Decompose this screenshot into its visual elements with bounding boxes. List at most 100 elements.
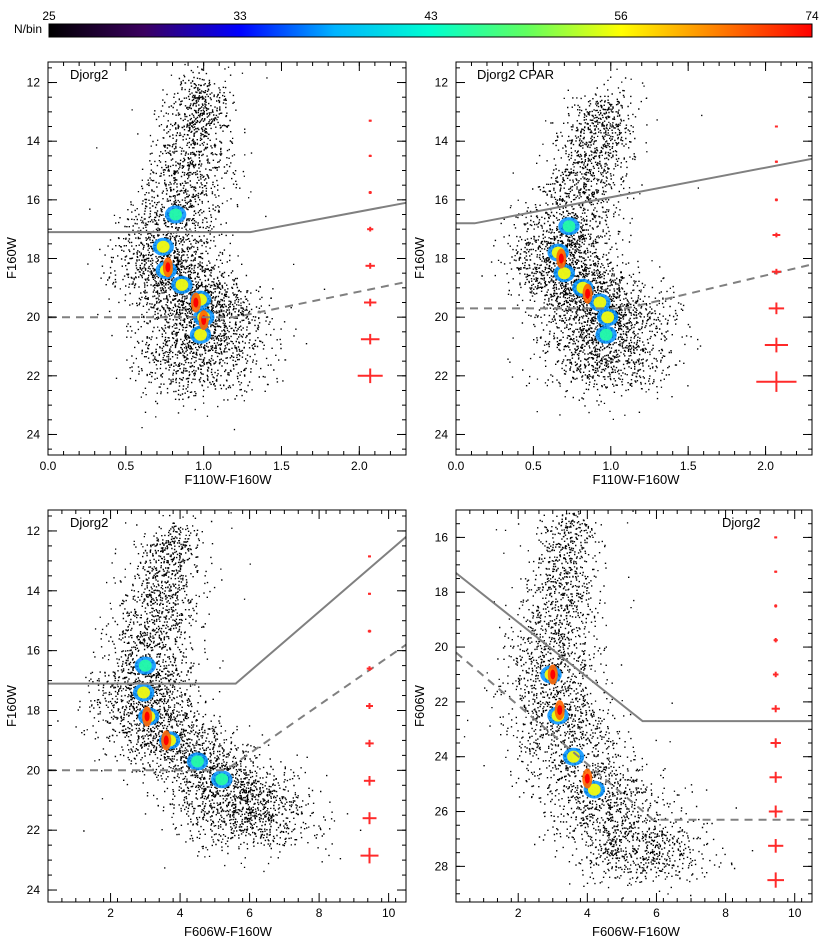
y-tick-label: 20 bbox=[435, 310, 449, 324]
y-tick-label: 20 bbox=[27, 310, 41, 324]
scatter-dots bbox=[481, 68, 703, 420]
x-tick-label: 2.0 bbox=[351, 459, 368, 473]
x-tick-label: 10 bbox=[788, 906, 802, 920]
density-cell bbox=[194, 328, 207, 341]
density-cell bbox=[587, 783, 601, 796]
density-core bbox=[547, 217, 619, 344]
y-tick-label: 12 bbox=[27, 76, 41, 90]
plot-frame bbox=[455, 61, 813, 456]
x-tick-label: 1.0 bbox=[195, 459, 212, 473]
x-axis-label: F606W-F160W bbox=[592, 924, 681, 939]
cmd-panel-bottom-right: 2 4 6 8 1016182022242628Djorg2F606W-F160WF60… bbox=[412, 509, 813, 939]
density-peak-center bbox=[165, 262, 171, 273]
y-tick-label: 22 bbox=[435, 695, 449, 709]
bright-limit-line bbox=[455, 572, 812, 723]
x-tick-label: 8 bbox=[722, 906, 729, 920]
colorbar-label: N/bin bbox=[14, 22, 42, 36]
density-cell bbox=[137, 686, 151, 699]
density-cell bbox=[215, 773, 229, 786]
density-peak-center bbox=[584, 773, 590, 784]
x-tick-label: 6 bbox=[653, 906, 660, 920]
y-tick-label: 18 bbox=[435, 585, 449, 599]
x-axis-label: F606W-F160W bbox=[184, 924, 273, 939]
density-cell bbox=[557, 267, 571, 280]
x-tick-label: 10 bbox=[382, 906, 396, 920]
y-tick-label: 24 bbox=[435, 427, 449, 441]
density-cell bbox=[601, 311, 615, 324]
y-tick-label: 18 bbox=[435, 252, 449, 266]
y-axis-label: F160W bbox=[4, 236, 19, 279]
bright-limit-line bbox=[456, 157, 813, 225]
star-points bbox=[87, 63, 326, 431]
panel-title: Djorg2 CPAR bbox=[477, 67, 554, 82]
y-tick-label: 24 bbox=[27, 883, 41, 897]
y-tick-label: 12 bbox=[435, 76, 449, 90]
x-axis-label: F110W-F160W bbox=[185, 472, 273, 487]
x-tick-label: 0.5 bbox=[525, 459, 542, 473]
colorbar-tick-label: 74 bbox=[805, 9, 819, 23]
x-tick-label: 0.0 bbox=[40, 459, 57, 473]
density-peak-center bbox=[557, 705, 563, 716]
x-tick-label: 0.5 bbox=[117, 459, 134, 473]
y-tick-label: 16 bbox=[435, 193, 449, 207]
x-tick-label: 6 bbox=[246, 906, 253, 920]
density-peak-center bbox=[558, 253, 564, 264]
y-tick-label: 22 bbox=[27, 369, 41, 383]
y-tick-label: 22 bbox=[435, 369, 449, 383]
density-cell bbox=[138, 659, 152, 672]
density-cell bbox=[593, 296, 607, 309]
y-tick-label: 28 bbox=[435, 859, 449, 873]
faint-limit-line bbox=[48, 643, 407, 772]
y-tick-label: 14 bbox=[27, 134, 41, 148]
density-cell bbox=[156, 240, 170, 253]
density-core bbox=[540, 664, 605, 799]
faint-limit-line bbox=[48, 281, 407, 319]
colorbar: N/bin 25 33 43 56 74 bbox=[14, 9, 819, 38]
cmd-panel-bottom-left: 2 4 6 8 1012141618202224Djorg2F606W-F160WF16… bbox=[4, 509, 407, 939]
density-cell bbox=[175, 278, 189, 291]
density-cell bbox=[169, 208, 183, 221]
panel-title: Djorg2 bbox=[70, 515, 108, 530]
faint-limit-line bbox=[456, 263, 813, 310]
colorbar-tick-label: 43 bbox=[424, 9, 438, 23]
y-axis-label: F160W bbox=[412, 236, 427, 279]
y-tick-label: 16 bbox=[27, 644, 41, 658]
density-peak-center bbox=[585, 288, 591, 299]
star-points bbox=[481, 68, 703, 420]
y-tick-label: 18 bbox=[27, 252, 41, 266]
y-tick-label: 16 bbox=[27, 193, 41, 207]
cmd-panel-top-right: 0.0 0.5 1.0 1.5 2.0 12 14 16 18 20 22 24 Djorg2 CPAR… bbox=[412, 61, 813, 487]
y-tick-label: 14 bbox=[27, 584, 41, 598]
y-tick-label: 22 bbox=[27, 823, 41, 837]
x-tick-label: 8 bbox=[316, 906, 323, 920]
cmd-panel-top-left: 0.0 0.5 1.0 1.5 2.0 12 14 16 18 20 22 24 Djorg2 F110W… bbox=[4, 61, 407, 487]
y-tick-label: 14 bbox=[435, 134, 449, 148]
x-axis-label: F110W-F160W bbox=[593, 472, 681, 487]
panel-title: Djorg2 bbox=[70, 67, 108, 82]
plot-frame bbox=[47, 61, 407, 456]
density-peak-center bbox=[144, 711, 150, 722]
density-core bbox=[152, 205, 215, 344]
colorbar-strip bbox=[48, 23, 813, 38]
bright-limit-line bbox=[48, 536, 407, 685]
scatter-dots bbox=[463, 510, 754, 899]
scatter-dots bbox=[57, 512, 362, 873]
x-tick-label: 4 bbox=[584, 906, 591, 920]
density-cell bbox=[562, 220, 576, 233]
x-tick-label: 2 bbox=[107, 906, 114, 920]
x-tick-label: 1.0 bbox=[602, 459, 619, 473]
colorbar-tick-label: 56 bbox=[614, 9, 628, 23]
plot-frame bbox=[455, 509, 813, 903]
y-tick-label: 20 bbox=[435, 640, 449, 654]
x-tick-label: 0.0 bbox=[448, 459, 465, 473]
x-tick-label: 4 bbox=[177, 906, 184, 920]
y-tick-label: 26 bbox=[435, 805, 449, 819]
density-cell bbox=[191, 755, 204, 768]
panel-title: Djorg2 bbox=[722, 515, 760, 530]
scatter-dots bbox=[87, 63, 326, 431]
y-tick-label: 24 bbox=[435, 750, 449, 764]
density-cell bbox=[599, 328, 613, 341]
x-tick-label: 1.5 bbox=[273, 459, 290, 473]
star-points bbox=[463, 510, 754, 899]
